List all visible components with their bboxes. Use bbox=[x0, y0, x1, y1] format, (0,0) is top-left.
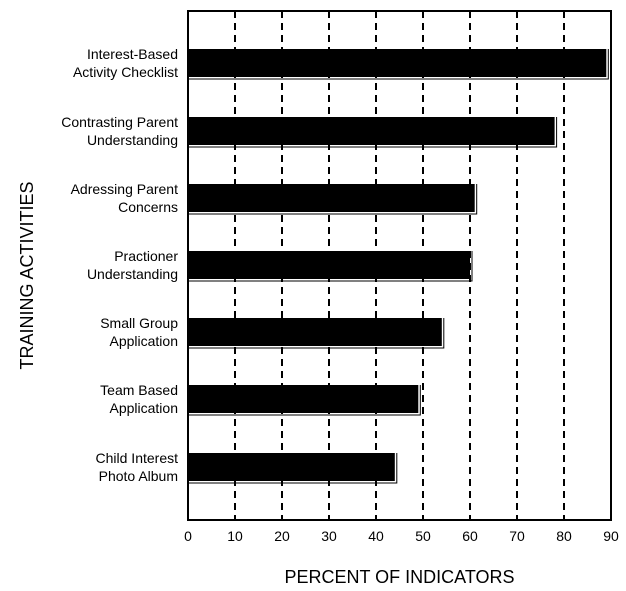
category-label: Activity Checklist bbox=[73, 64, 178, 80]
category-label: Child Interest bbox=[96, 450, 179, 466]
bar-outline bbox=[188, 318, 445, 349]
category-label: Application bbox=[110, 400, 179, 416]
category-labels: Interest-Based Activity Checklist Contrast… bbox=[61, 46, 178, 484]
x-tick-label: 10 bbox=[227, 528, 243, 544]
bars bbox=[188, 49, 609, 484]
x-tick-label: 80 bbox=[556, 528, 572, 544]
x-tick-label: 20 bbox=[274, 528, 290, 544]
category-label: Practioner bbox=[114, 248, 178, 264]
category-label: Photo Album bbox=[99, 468, 178, 484]
x-tick-label: 0 bbox=[184, 528, 192, 544]
category-label: Team Based bbox=[100, 382, 178, 398]
x-tick-label: 40 bbox=[368, 528, 384, 544]
bar-outline bbox=[188, 49, 609, 80]
bar bbox=[188, 453, 395, 481]
y-axis-title: TRAINING ACTIVITIES bbox=[17, 181, 37, 369]
bar-outline bbox=[188, 453, 398, 484]
bar bbox=[188, 251, 470, 279]
plot-frame bbox=[187, 10, 612, 521]
bar bbox=[188, 49, 607, 77]
category-label: Adressing Parent bbox=[71, 181, 179, 197]
x-tick-label: 60 bbox=[462, 528, 478, 544]
bar bbox=[188, 385, 419, 413]
category-label: Concerns bbox=[118, 199, 178, 215]
x-tick-label: 50 bbox=[415, 528, 431, 544]
bar bbox=[188, 318, 442, 346]
tick-labels: 0 10 20 30 40 50 60 70 80 90 bbox=[184, 528, 619, 544]
bar bbox=[188, 117, 555, 145]
category-label: Understanding bbox=[87, 132, 178, 148]
category-label: Application bbox=[110, 333, 179, 349]
bar-outline bbox=[188, 251, 473, 282]
x-tick-label: 70 bbox=[509, 528, 525, 544]
category-label: Understanding bbox=[87, 266, 178, 282]
bar-outline bbox=[188, 184, 478, 215]
category-label: Contrasting Parent bbox=[61, 114, 178, 130]
bar bbox=[188, 184, 475, 212]
bar-outline bbox=[188, 385, 421, 416]
x-axis-title: PERCENT OF INDICATORS bbox=[284, 567, 514, 587]
category-label: Interest-Based bbox=[87, 46, 178, 62]
x-tick-label: 90 bbox=[603, 528, 619, 544]
category-label: Small Group bbox=[100, 315, 178, 331]
bar-outline bbox=[188, 117, 558, 148]
x-tick-label: 30 bbox=[321, 528, 337, 544]
